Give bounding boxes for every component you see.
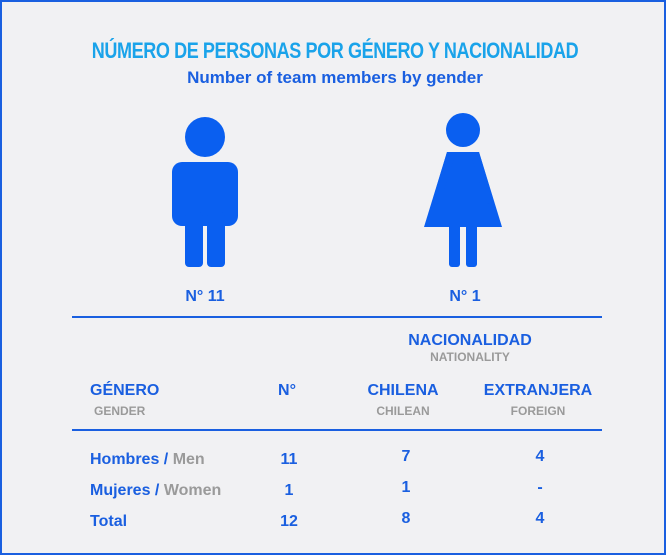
divider bbox=[72, 429, 602, 431]
row-label-en: Women bbox=[163, 482, 222, 499]
cell: - bbox=[537, 479, 543, 496]
cell: 11 bbox=[280, 451, 298, 468]
group-header-en: NATIONALITY bbox=[430, 350, 510, 364]
row-label-en: Men bbox=[172, 451, 205, 468]
cell: 4 bbox=[535, 510, 545, 527]
cell: 8 bbox=[401, 510, 411, 527]
subtitle: Number of team members by gender bbox=[187, 68, 483, 87]
column-header-en: CHILEAN bbox=[376, 404, 430, 418]
man-icon bbox=[172, 117, 238, 267]
cell: 4 bbox=[535, 448, 545, 465]
row-label: Total bbox=[90, 513, 127, 531]
column-header-en: GENDER bbox=[94, 404, 146, 418]
column-header: N° bbox=[278, 382, 296, 399]
row-label-es: Hombres / bbox=[90, 451, 169, 468]
row-label: Mujeres / Women bbox=[90, 482, 221, 500]
cell: 1 bbox=[401, 479, 411, 496]
row-label-es: Mujeres / bbox=[90, 482, 160, 499]
figure-label: N° 11 bbox=[185, 288, 225, 305]
column-header-en: FOREIGN bbox=[510, 404, 566, 418]
divider bbox=[72, 316, 602, 318]
cell: 7 bbox=[401, 448, 411, 465]
woman-icon bbox=[424, 113, 502, 267]
figure-label: N° 1 bbox=[449, 288, 481, 305]
cell: 1 bbox=[284, 482, 294, 499]
cell: 12 bbox=[280, 513, 298, 530]
row-label-es: Total bbox=[90, 513, 128, 530]
column-header: GÉNERO bbox=[90, 382, 160, 399]
column-header: CHILENA bbox=[367, 382, 439, 399]
title: NÚMERO DE PERSONAS POR GÉNERO Y NACIONAL… bbox=[91, 38, 579, 63]
group-header: NACIONALIDAD bbox=[408, 332, 532, 349]
column-header: EXTRANJERA bbox=[483, 382, 593, 399]
row-label: Hombres / Men bbox=[90, 451, 205, 469]
